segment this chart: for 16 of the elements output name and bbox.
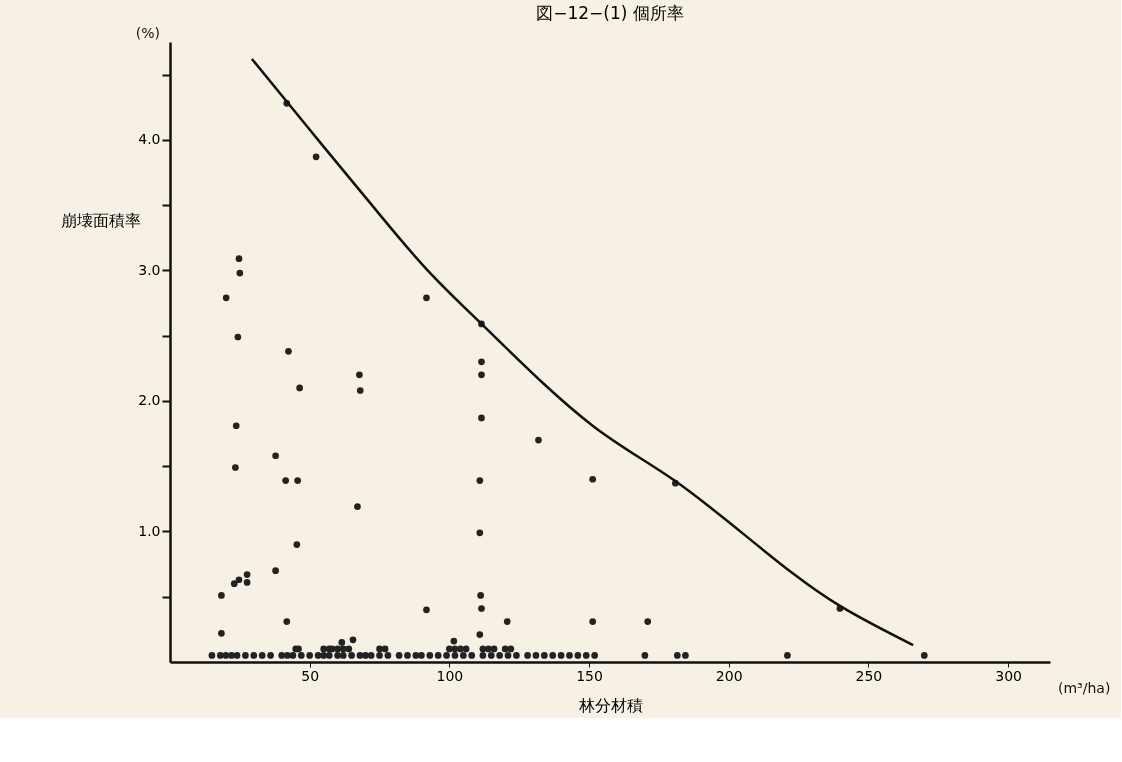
y-tick-label: 1.0 <box>138 522 161 539</box>
y-axis-title: 崩壊面積率 <box>60 210 141 230</box>
y-tick-label: 3.0 <box>138 261 161 278</box>
text: (%) <box>135 25 160 41</box>
line-series <box>250 57 915 647</box>
text: (m³/ha) <box>1058 680 1111 696</box>
x-tick-label: 150 <box>576 667 603 684</box>
x-tick-label: 250 <box>855 667 883 684</box>
x-axis-title: 林分材積 <box>577 695 643 715</box>
x-tick-label: 200 <box>715 667 743 684</box>
x-tick-label: 50 <box>301 667 320 684</box>
x-tick-label: 300 <box>995 667 1022 684</box>
chart-title: 図−12−(1) 個所率 <box>536 3 684 23</box>
x-tick-label: 100 <box>436 667 464 684</box>
y-tick-label: 4.0 <box>138 131 161 148</box>
y-tick-label: 2.0 <box>138 392 161 409</box>
